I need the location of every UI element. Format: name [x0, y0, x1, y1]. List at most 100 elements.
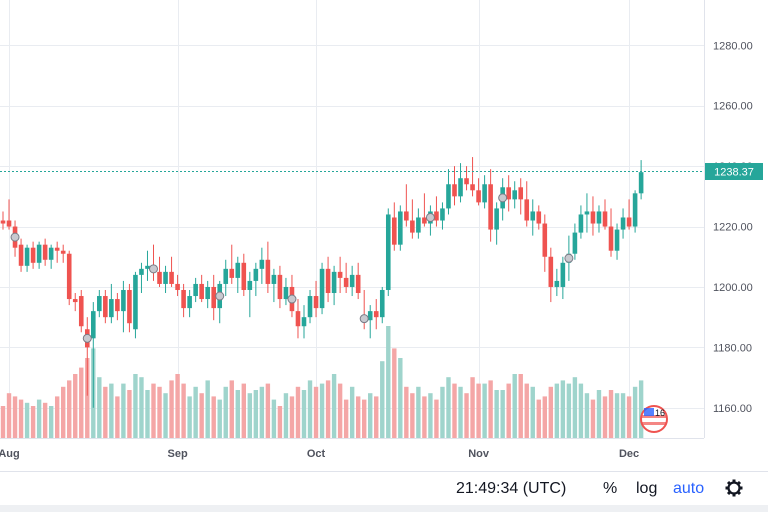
- candle-body: [620, 217, 626, 230]
- gear-icon[interactable]: [724, 478, 744, 498]
- candle-body: [145, 265, 150, 269]
- volume-bar: [241, 383, 246, 438]
- events-badge[interactable]: 16: [640, 405, 668, 433]
- candle-body: [536, 211, 542, 224]
- candle-body: [72, 299, 78, 303]
- volume-bar: [169, 380, 174, 438]
- candle: [530, 199, 536, 236]
- volume-bar: [133, 374, 138, 438]
- candle: [187, 289, 192, 318]
- candle: [518, 178, 524, 215]
- candle: [97, 289, 102, 318]
- volume-bar: [343, 399, 349, 438]
- percent-scale-toggle[interactable]: %: [603, 480, 618, 497]
- auto-scale-toggle[interactable]: auto: [673, 480, 705, 497]
- candle: [229, 244, 235, 284]
- time-tick-label: Aug: [0, 448, 20, 460]
- candle: [524, 181, 530, 227]
- candle: [494, 202, 499, 245]
- candle-body: [638, 172, 644, 194]
- candle-body: [175, 283, 180, 290]
- candlestick-chart[interactable]: 1280.001260.001240.001220.001200.001180.…: [0, 0, 768, 470]
- candle: [554, 268, 560, 297]
- candle: [259, 247, 265, 284]
- candle-body: [211, 286, 216, 309]
- price-tick-label: 1260.00: [713, 101, 753, 113]
- volume-bar: [103, 386, 108, 438]
- candle-body: [355, 274, 361, 294]
- candle-body: [584, 211, 590, 215]
- candle-body: [277, 274, 283, 300]
- candle-body: [115, 299, 120, 312]
- volume-bar: [61, 386, 66, 438]
- candle: [482, 175, 487, 209]
- volume-bar: [97, 377, 102, 438]
- candle: [253, 262, 259, 297]
- dividend-marker[interactable]: [10, 232, 20, 242]
- candle-body: [301, 317, 307, 327]
- volume-bar: [355, 396, 361, 438]
- candle-body: [265, 259, 271, 284]
- volume-bar: [530, 386, 535, 438]
- dividend-marker[interactable]: [82, 333, 92, 343]
- candle: [169, 256, 174, 287]
- candle: [385, 208, 391, 297]
- dividend-marker[interactable]: [287, 294, 297, 304]
- log-scale-toggle[interactable]: log: [636, 480, 658, 497]
- flag-canton: [644, 408, 654, 416]
- candle-body: [488, 184, 493, 230]
- candle-body: [295, 311, 301, 327]
- candle: [181, 283, 186, 318]
- candle-body: [632, 193, 638, 227]
- flag-stripe: [642, 422, 666, 425]
- candle-body: [398, 211, 403, 245]
- volume-bar: [349, 386, 355, 438]
- dividend-marker[interactable]: [564, 253, 574, 263]
- volume-bar: [392, 348, 397, 438]
- candle-body: [434, 211, 439, 221]
- candle-body: [139, 268, 144, 275]
- dividend-marker[interactable]: [215, 291, 225, 301]
- candle-body: [36, 244, 42, 263]
- candle-body: [446, 184, 451, 209]
- price-tick-label: 1200.00: [713, 282, 753, 294]
- utc-clock[interactable]: 21:49:34 (UTC): [456, 480, 567, 497]
- dividend-marker[interactable]: [425, 212, 435, 222]
- volume-bar: [638, 380, 644, 438]
- candle-body: [512, 190, 517, 200]
- dividend-marker[interactable]: [359, 314, 369, 324]
- candle: [72, 293, 78, 312]
- candle: [175, 274, 180, 297]
- candle: [434, 196, 439, 227]
- candle: [133, 271, 138, 339]
- candle-body: [103, 296, 108, 318]
- dividend-marker[interactable]: [149, 264, 158, 274]
- candle-body: [542, 223, 548, 257]
- candle: [440, 202, 445, 230]
- volume-bar: [187, 396, 192, 438]
- volume-bar: [283, 393, 289, 438]
- candle-body: [422, 217, 427, 224]
- candle: [560, 256, 566, 300]
- dividend-marker[interactable]: [498, 193, 508, 203]
- candle-body: [470, 184, 475, 191]
- candle-body: [187, 296, 192, 309]
- time-axis[interactable]: Aug Sep Oct Nov Dec: [0, 448, 639, 460]
- volume-bar: [428, 393, 433, 438]
- volume-bar: [30, 406, 36, 438]
- volume-bar: [500, 390, 505, 438]
- candle: [325, 256, 331, 303]
- candle-body: [54, 247, 60, 251]
- candle: [6, 199, 12, 230]
- price-candles: [0, 157, 644, 408]
- candle: [313, 280, 319, 318]
- candle: [536, 205, 542, 230]
- candle: [572, 223, 578, 260]
- volume-bar: [620, 393, 626, 438]
- volume-bar: [422, 396, 427, 438]
- candle-body: [464, 178, 469, 185]
- candle: [265, 241, 271, 294]
- candle: [103, 289, 108, 324]
- volume-bar: [235, 390, 240, 438]
- candle-body: [42, 244, 48, 260]
